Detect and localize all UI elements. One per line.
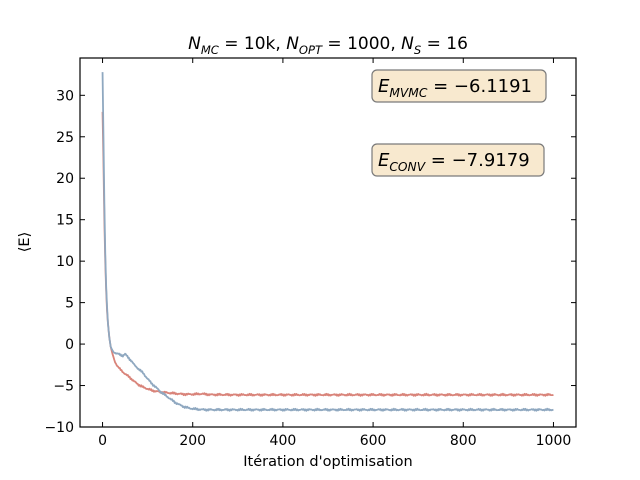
y-tick-label: −10 — [44, 420, 74, 436]
x-tick-label: 600 — [360, 433, 387, 449]
y-tick-label: 15 — [56, 213, 74, 229]
series-layer — [101, 72, 554, 412]
annotation-box-conv — [371, 143, 545, 177]
y-tick-label: 5 — [65, 296, 74, 312]
y-tick-label: 20 — [56, 171, 74, 187]
annotation-box-mvmc — [371, 69, 547, 103]
plot-area — [80, 58, 576, 427]
chart-title: NMC = 10k, NOPT = 1000, NS = 16 — [188, 34, 468, 57]
x-tick-label: 1000 — [536, 433, 572, 449]
y-tick-label: 30 — [56, 88, 74, 104]
x-axis-label: Itération d'optimisation — [243, 454, 412, 470]
y-tick-label: 25 — [56, 130, 74, 146]
series-line-1 — [101, 72, 554, 412]
annotation-mvmc: EMVMC = −6.1191 — [371, 69, 547, 103]
y-tick-label: 0 — [65, 337, 74, 353]
annotation-text-conv: ECONV = −7.9179 — [378, 150, 530, 174]
y-tick-label: −5 — [53, 379, 74, 395]
y-axis-label: ⟨E⟩ — [17, 232, 33, 252]
x-tick-label: 0 — [98, 433, 107, 449]
plot-frame — [79, 57, 577, 428]
x-tick-label: 400 — [270, 433, 297, 449]
annotation-conv: ECONV = −7.9179 — [371, 143, 545, 177]
ticks-layer: 0 200 400 600 800 1000 −10 −5 0 5 10 15 20 25 30 — [44, 58, 576, 449]
x-tick-label: 800 — [450, 433, 477, 449]
x-tick-label: 200 — [179, 433, 206, 449]
y-tick-label: 10 — [56, 254, 74, 270]
annotation-text-mvmc: EMVMC = −6.1191 — [378, 76, 532, 100]
series-line-0 — [101, 111, 554, 397]
